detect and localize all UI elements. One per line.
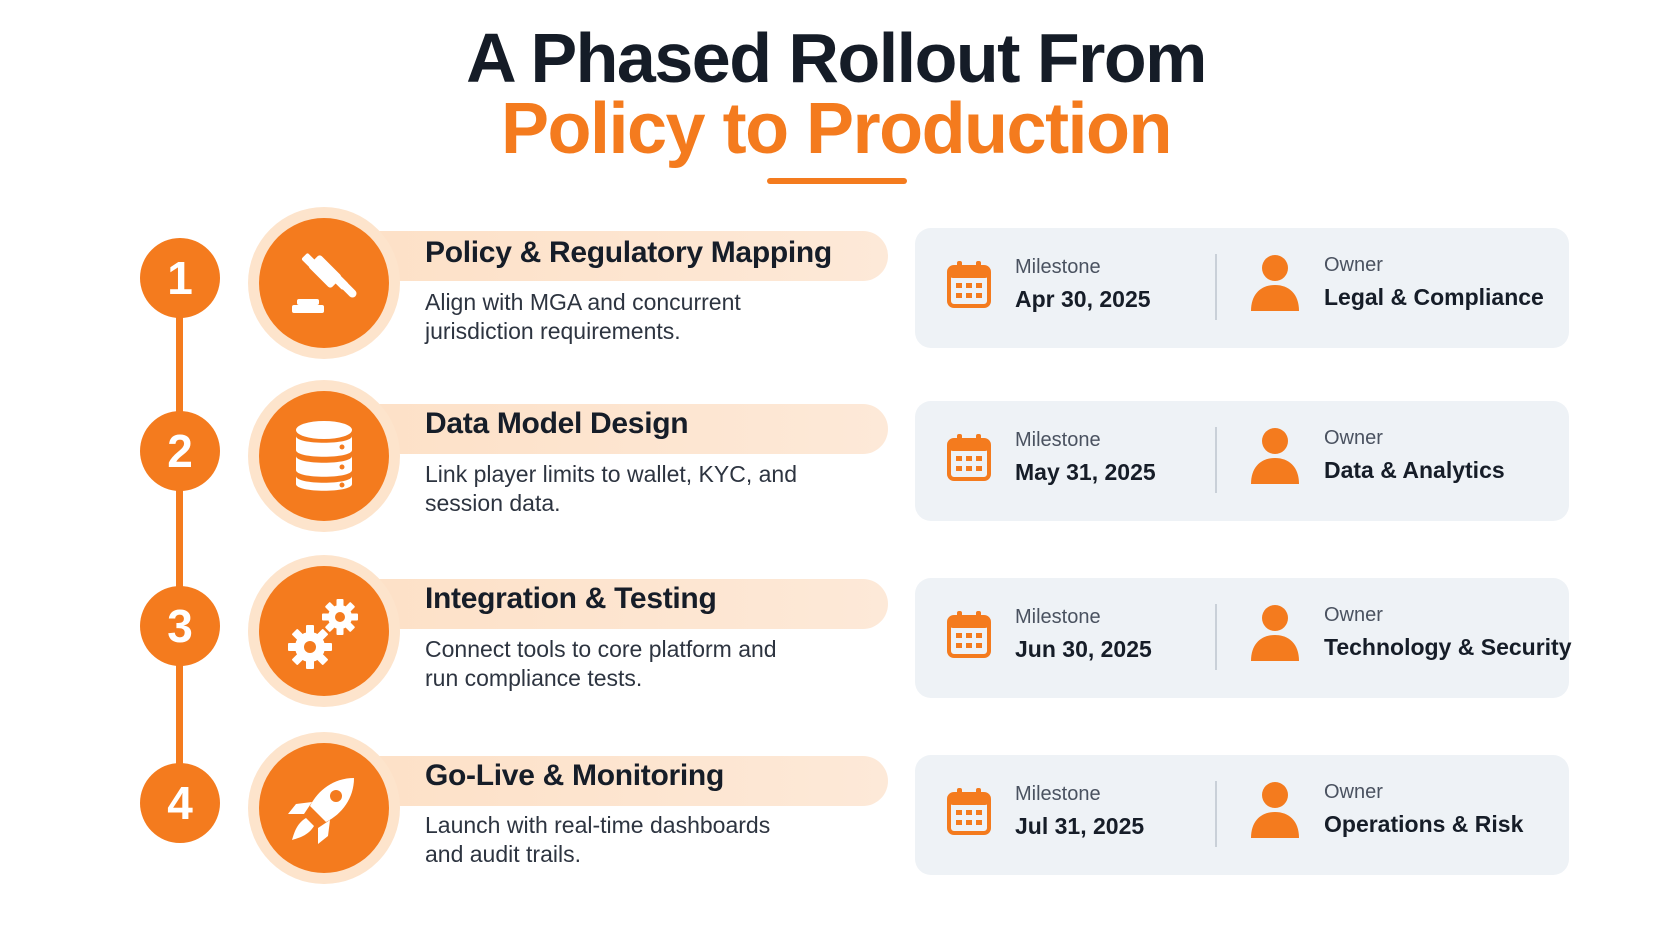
owner-label: Owner — [1324, 604, 1383, 626]
title-line-1: A Phased Rollout From — [466, 19, 1207, 97]
owner-label: Owner — [1324, 781, 1383, 803]
phase-icon-badge — [259, 391, 389, 521]
phase-description: Link player limits to wallet, KYC, and s… — [425, 461, 797, 516]
milestone-owner-card: Milestone May 31, 2025 Owner Data & Anal… — [915, 401, 1569, 521]
card-divider — [1215, 427, 1217, 493]
milestone-label: Milestone — [1015, 256, 1101, 278]
owner-name: Operations & Risk — [1324, 811, 1524, 837]
phase-icon-badge — [259, 218, 389, 348]
phase-title: Integration & Testing — [425, 582, 717, 615]
milestone-date: Jun 30, 2025 — [1015, 636, 1152, 662]
calendar-icon — [947, 788, 991, 835]
milestone-date: Apr 30, 2025 — [1015, 286, 1151, 312]
phase-title-band — [330, 404, 888, 454]
step-number: 4 — [140, 763, 220, 843]
card-divider — [1215, 254, 1217, 320]
phase-title-band — [330, 756, 888, 806]
calendar-icon — [947, 434, 991, 481]
gavel-icon — [292, 253, 357, 313]
owner-name: Data & Analytics — [1324, 457, 1505, 483]
card-divider — [1215, 604, 1217, 670]
title-underline — [767, 178, 907, 184]
step-number: 2 — [140, 411, 220, 491]
phase-title: Policy & Regulatory Mapping — [425, 236, 832, 269]
card-divider — [1215, 781, 1217, 847]
timeline-connector — [176, 275, 183, 807]
milestone-label: Milestone — [1015, 606, 1101, 628]
phase-icon-badge — [259, 743, 389, 873]
title-line-2: Policy to Production — [500, 89, 1173, 169]
phase-icon-badge — [259, 566, 389, 696]
milestone-owner-card: Milestone Jul 31, 2025 Owner Operations … — [915, 755, 1569, 875]
milestone-date: Jul 31, 2025 — [1015, 813, 1145, 839]
milestone-owner-card: Milestone Jun 30, 2025 Owner Technology … — [915, 578, 1572, 698]
calendar-icon — [947, 611, 991, 658]
rocket-icon — [288, 778, 354, 844]
phase-title: Go-Live & Monitoring — [425, 759, 724, 792]
person-icon — [1251, 782, 1299, 838]
owner-label: Owner — [1324, 254, 1383, 276]
phase-title-band — [330, 579, 888, 629]
owner-name: Legal & Compliance — [1324, 284, 1544, 310]
gears-icon — [288, 599, 358, 669]
phase-title: Data Model Design — [425, 407, 689, 440]
step-number: 3 — [140, 586, 220, 666]
milestone-date: May 31, 2025 — [1015, 459, 1156, 485]
database-icon — [296, 421, 352, 491]
milestone-label: Milestone — [1015, 429, 1101, 451]
phase-title-band — [330, 231, 888, 281]
owner-label: Owner — [1324, 427, 1383, 449]
phase-description: Connect tools to core platform and run c… — [425, 636, 777, 691]
person-icon — [1251, 428, 1299, 484]
phase-description: Launch with real-time dashboards and aud… — [425, 812, 771, 867]
calendar-icon — [947, 261, 991, 308]
person-icon — [1251, 605, 1299, 661]
milestone-label: Milestone — [1015, 783, 1101, 805]
milestone-owner-card: Milestone Apr 30, 2025 Owner Legal & Com… — [915, 228, 1569, 348]
step-number: 1 — [140, 238, 220, 318]
person-icon — [1251, 255, 1299, 311]
phase-description: Align with MGA and concurrent jurisdicti… — [425, 289, 741, 344]
owner-name: Technology & Security — [1324, 634, 1572, 660]
